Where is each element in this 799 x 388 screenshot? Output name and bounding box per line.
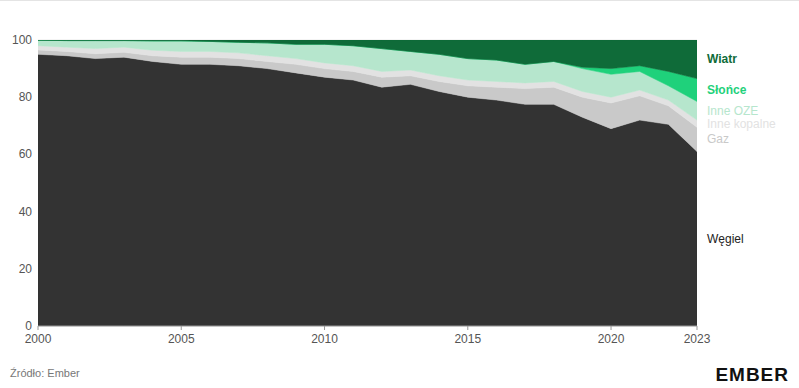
x-tick-label: 2000 [25, 332, 52, 346]
x-tick [697, 326, 698, 330]
legend-label: Gaz [707, 132, 729, 146]
areas [38, 40, 697, 326]
x-tick [38, 326, 39, 330]
x-axis [38, 326, 697, 327]
chart: 0 20 40 60 80 100 2000 2005 2010 2015 2020 2023 Wiat… [0, 0, 799, 388]
area-series [38, 40, 697, 101]
x-tick-label: 2015 [454, 332, 481, 346]
top-border [0, 0, 799, 1]
legend-label: Słońce [707, 83, 747, 97]
y-tick-label: 100 [12, 33, 32, 47]
x-tick-label: 2010 [311, 332, 338, 346]
y-tick-label: 0 [25, 319, 32, 333]
legend-label: Węgiel [707, 232, 744, 246]
source-note: Źródło: Ember [10, 367, 80, 379]
grid-line [38, 326, 697, 327]
y-tick-label: 20 [19, 262, 33, 276]
x-tick [324, 326, 325, 330]
x-tick-label: 2005 [168, 332, 195, 346]
y-tick-label: 60 [19, 147, 33, 161]
area-series [38, 40, 697, 120]
x-tick-label: 2023 [684, 332, 711, 346]
legend-label: Inne kopalne [707, 117, 776, 131]
logo: EMBER [715, 364, 789, 385]
area-series [38, 40, 697, 79]
y-tick-label: 80 [19, 90, 33, 104]
y-tick-label: 40 [19, 205, 33, 219]
x-tick [181, 326, 182, 330]
x-tick-label: 2020 [598, 332, 625, 346]
x-tick [467, 326, 468, 330]
x-tick [611, 326, 612, 330]
legend-label: Wiatr [707, 52, 737, 66]
legend-label: Inne OZE [707, 104, 758, 118]
